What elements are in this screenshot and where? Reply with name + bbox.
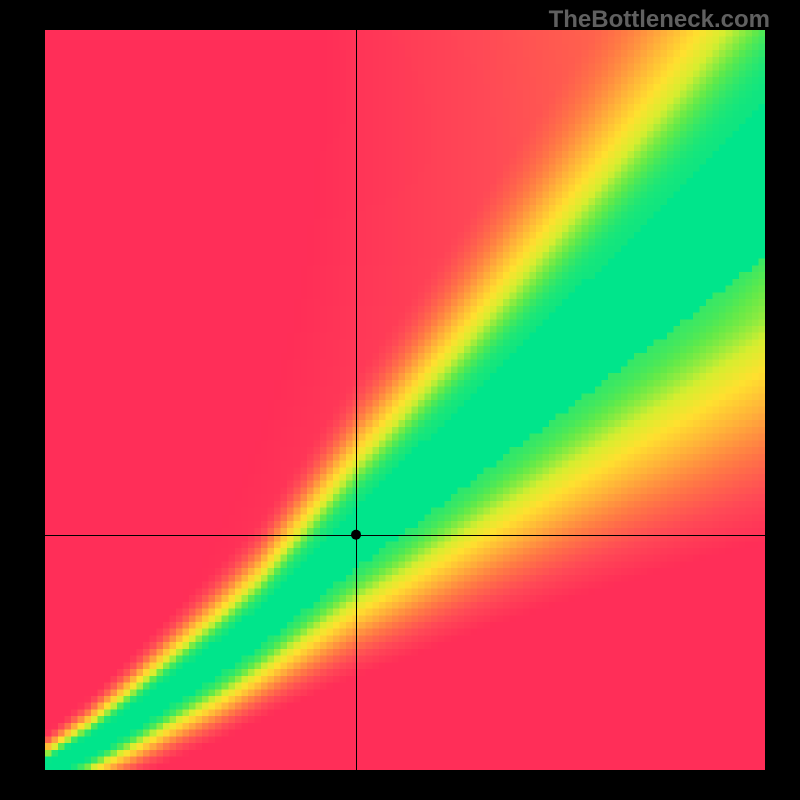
chart-stage: { "meta": { "source_label": "TheBottlene…	[0, 0, 800, 800]
watermark-label: TheBottleneck.com	[549, 6, 770, 34]
crosshair-overlay	[0, 0, 800, 800]
